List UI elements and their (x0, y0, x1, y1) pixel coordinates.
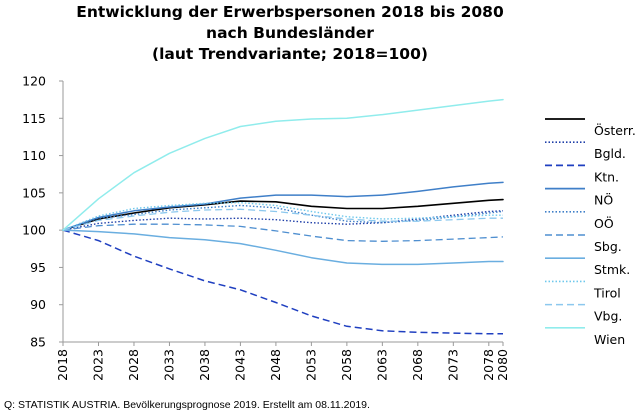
y-tick-label: 105 (22, 185, 46, 200)
series-line-Stmk. (62, 229, 504, 266)
y-tick-label: 110 (22, 148, 46, 163)
y-tick-label: 95 (30, 260, 46, 275)
x-tick-label: 2068 (410, 349, 425, 381)
chart-title-line-2: nach Bundesländer (206, 24, 374, 42)
y-tick-label: 120 (22, 74, 46, 89)
legend-label: NÖ (594, 192, 613, 208)
legend-label: Vbg. (594, 309, 622, 324)
x-tick-label: 2078 (481, 349, 496, 381)
x-tick-label: 2043 (232, 349, 247, 381)
series-line-Bgld. (62, 210, 504, 231)
y-tick-label: 115 (22, 111, 46, 126)
chart-lines (62, 98, 504, 335)
x-tick-label: 2063 (374, 349, 389, 381)
x-tick-label: 2033 (161, 349, 176, 381)
legend-label: Sbg. (594, 239, 622, 254)
series-line-NÖ (62, 181, 504, 231)
legend-label: Ktn. (594, 169, 619, 184)
legend-label: Stmk. (594, 262, 630, 277)
chart-axes: 85 90 95 100 105 110 115 120 2018 2023 2028 2033 203… (22, 74, 510, 381)
legend-label: Tirol (593, 285, 621, 300)
legend-label: Wien (594, 332, 625, 347)
series-line-Ktn. (62, 229, 503, 335)
x-tick-label: 2080 (495, 349, 510, 381)
legend-label: Bgld. (594, 146, 626, 161)
legend-label: OÖ (594, 215, 614, 231)
x-tick-label: 2053 (303, 349, 318, 381)
x-tick-label: 2048 (268, 349, 283, 381)
x-tick-label: 2058 (339, 349, 354, 381)
y-tick-label: 85 (30, 335, 46, 350)
chart-legend: Österr. Bgld. Ktn. NÖ OÖ Sbg. Stmk. Tirol Vbg. Wi… (545, 118, 636, 347)
series-line-Vbg. (62, 208, 503, 231)
x-tick-label: 2023 (90, 349, 105, 381)
x-tick-label: 2028 (126, 349, 141, 381)
line-chart: 85 90 95 100 105 110 115 120 2018 2023 2028 2033 203… (22, 74, 636, 381)
series-line-Tirol (62, 201, 503, 231)
chart-title: Entwicklung der Erwerbspersonen 2018 bis… (60, 2, 520, 65)
y-tick-label: 90 (30, 297, 46, 312)
chart-title-line-1: Entwicklung der Erwerbspersonen 2018 bis… (76, 3, 504, 21)
y-tick-label: 100 (22, 223, 46, 238)
series-line-Wien (62, 98, 504, 231)
series-line-Sbg. (62, 223, 504, 242)
x-tick-label: 2018 (55, 349, 70, 381)
x-tick-label: 2038 (197, 349, 212, 381)
source-note: Q: STATISTIK AUSTRIA. Bevölkerungsprogno… (4, 399, 370, 411)
chart-title-line-3: (laut Trendvariante; 2018=100) (152, 45, 428, 63)
x-tick-label: 2073 (445, 349, 460, 381)
legend-label: Österr. (594, 122, 636, 138)
series-line-Österr. (62, 198, 504, 231)
